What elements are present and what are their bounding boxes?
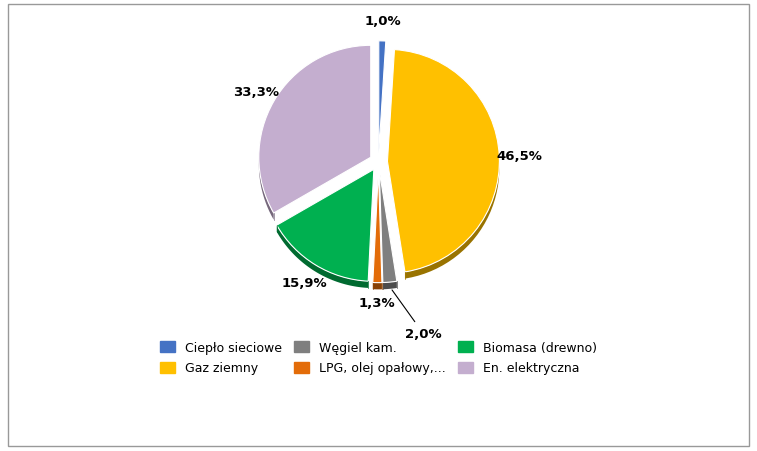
Text: 46,5%: 46,5%: [497, 149, 542, 162]
Text: 2,0%: 2,0%: [0, 450, 1, 451]
Legend: Ciepło sieciowe, Gaz ziemny, Węgiel kam., LPG, olej opałowy,..., Biomasa (drewno: Ciepło sieciowe, Gaz ziemny, Węgiel kam.…: [154, 336, 603, 380]
Wedge shape: [259, 46, 371, 214]
Polygon shape: [277, 226, 368, 288]
Text: 2,0%: 2,0%: [392, 290, 441, 340]
Wedge shape: [388, 51, 500, 272]
Text: 1,0%: 1,0%: [365, 15, 401, 28]
Wedge shape: [372, 171, 382, 283]
Text: 15,9%: 15,9%: [282, 276, 328, 289]
Polygon shape: [259, 159, 274, 220]
Polygon shape: [372, 283, 382, 290]
Wedge shape: [378, 42, 386, 153]
Polygon shape: [405, 167, 500, 279]
Text: 1,3%: 1,3%: [359, 297, 395, 309]
Wedge shape: [277, 170, 374, 281]
Polygon shape: [383, 281, 397, 290]
Text: 33,3%: 33,3%: [233, 85, 279, 98]
Wedge shape: [379, 171, 397, 283]
